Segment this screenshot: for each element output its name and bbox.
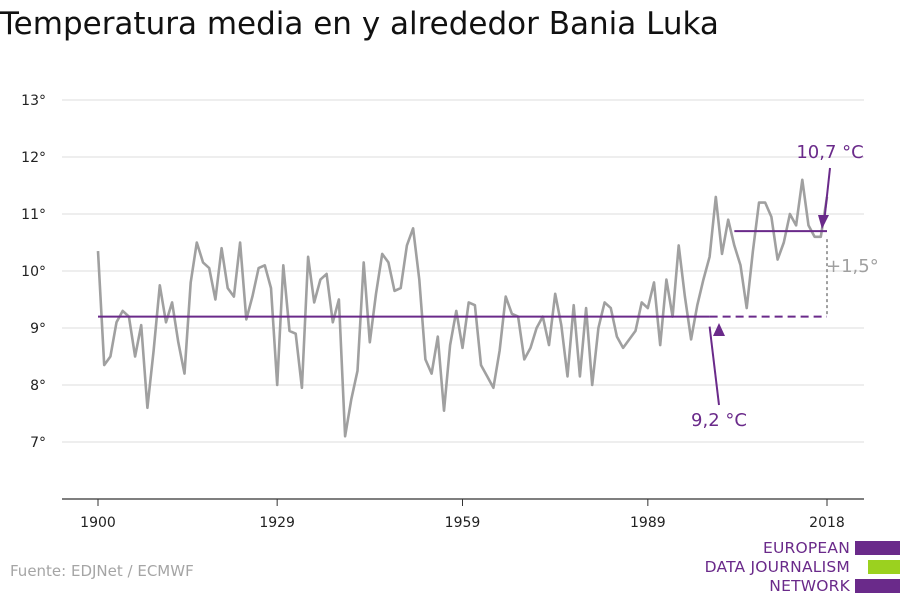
- x-tick-label: 2018: [809, 515, 845, 531]
- x-tick-label: 1900: [80, 515, 116, 531]
- annotation-recent-arrowhead: [818, 215, 829, 229]
- annotation-recent-mean: 10,7 °C: [796, 142, 863, 163]
- y-tick-label: 9°: [30, 321, 46, 337]
- annotation-recent-mean-pointer: [823, 167, 831, 224]
- annotation-difference: +1,5°: [826, 256, 879, 277]
- y-tick-label: 11°: [21, 207, 46, 223]
- y-tick-label: 7°: [30, 435, 46, 451]
- x-tick-label: 1929: [259, 515, 295, 531]
- logo-bar-middle: [868, 560, 900, 574]
- edjnet-logo[interactable]: EUROPEAN DATA JOURNALISM NETWORK: [690, 538, 900, 598]
- temperature-series-line: [96, 178, 829, 438]
- logo-line-data-journalism: DATA JOURNALISM: [704, 558, 850, 576]
- logo-line-network: NETWORK: [769, 577, 850, 595]
- x-tick-label: 1989: [630, 515, 666, 531]
- y-tick-label: 12°: [21, 150, 46, 166]
- source-note: Fuente: EDJNet / ECMWF: [10, 562, 194, 580]
- y-tick-label: 10°: [21, 264, 46, 280]
- chart-title: Temperatura media en y alrededor Bania L…: [0, 6, 719, 42]
- x-tick-label: 1959: [445, 515, 481, 531]
- y-tick-label: 8°: [30, 378, 46, 394]
- annotation-baseline-arrowhead: [713, 323, 725, 336]
- annotation-baseline-pointer: [708, 326, 720, 406]
- annotation-baseline-mean: 9,2 °C: [691, 410, 747, 431]
- logo-bar-bottom: [855, 579, 900, 593]
- logo-line-european: EUROPEAN: [762, 539, 850, 557]
- logo-bar-top: [855, 541, 900, 555]
- y-tick-label: 13°: [21, 93, 46, 109]
